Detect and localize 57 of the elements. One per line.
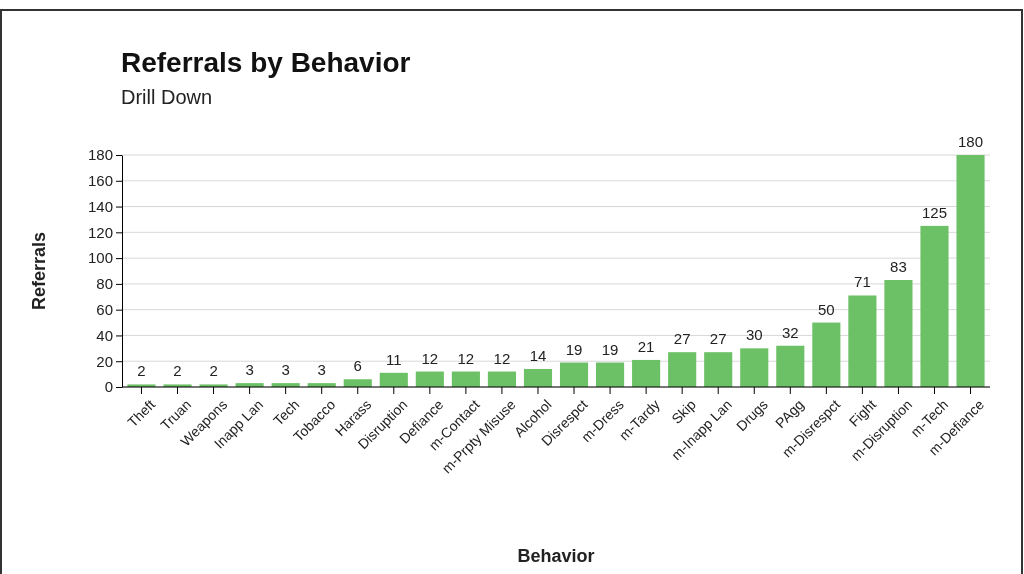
data-label: 3 (281, 361, 290, 379)
x-tick-label: Skip (668, 396, 699, 427)
bar (343, 379, 372, 387)
data-label: 14 (529, 346, 547, 364)
bar (668, 352, 697, 387)
bar (812, 322, 841, 387)
x-axis-title: Behavior (517, 546, 595, 566)
y-tick-label: 140 (87, 197, 113, 215)
y-tick-label: 40 (96, 326, 113, 344)
y-tick-label: 80 (96, 275, 113, 293)
data-label: 12 (493, 349, 511, 367)
y-tick-label: 0 (104, 378, 113, 396)
data-label: 50 (818, 300, 835, 318)
data-label: 2 (209, 362, 218, 380)
y-tick-label: 100 (87, 249, 113, 267)
data-label: 12 (457, 349, 475, 367)
bar (415, 371, 444, 387)
bar (451, 371, 480, 387)
data-label: 19 (601, 340, 619, 358)
y-tick-label: 180 (87, 146, 113, 164)
data-label: 2 (173, 362, 182, 380)
bar (487, 371, 516, 387)
data-label: 6 (353, 357, 362, 375)
chart-subtitle: Drill Down (121, 86, 213, 108)
y-axis-title: Referrals (29, 231, 49, 311)
data-label: 11 (386, 350, 402, 368)
data-label: 12 (421, 349, 439, 367)
bar (559, 362, 589, 387)
y-tick-label: 60 (96, 300, 113, 318)
data-label: 3 (245, 361, 254, 379)
bar (704, 352, 733, 387)
data-label: 27 (673, 330, 691, 348)
chart-title: Referrals by Behavior (121, 47, 411, 78)
bar (523, 368, 553, 387)
data-label: 180 (958, 133, 984, 150)
bar (776, 345, 805, 387)
data-label: 21 (637, 337, 655, 355)
data-label: 32 (781, 323, 799, 341)
data-label: 71 (854, 273, 871, 291)
data-label: 19 (565, 340, 583, 358)
data-label: 125 (921, 203, 947, 221)
y-tick-label: 160 (87, 172, 113, 190)
data-label: 27 (709, 330, 727, 348)
data-label: 3 (317, 361, 326, 379)
bar (596, 362, 625, 387)
bar (956, 155, 985, 387)
y-tick-label: 20 (96, 352, 113, 370)
bar (920, 225, 949, 387)
bar (379, 372, 408, 387)
bar (884, 280, 913, 387)
bar (740, 348, 769, 387)
data-label: 83 (890, 258, 907, 276)
bar (848, 295, 877, 387)
y-tick-label: 120 (87, 223, 113, 241)
bar (632, 359, 661, 387)
data-label: 2 (137, 362, 146, 380)
data-label: 30 (745, 326, 763, 344)
